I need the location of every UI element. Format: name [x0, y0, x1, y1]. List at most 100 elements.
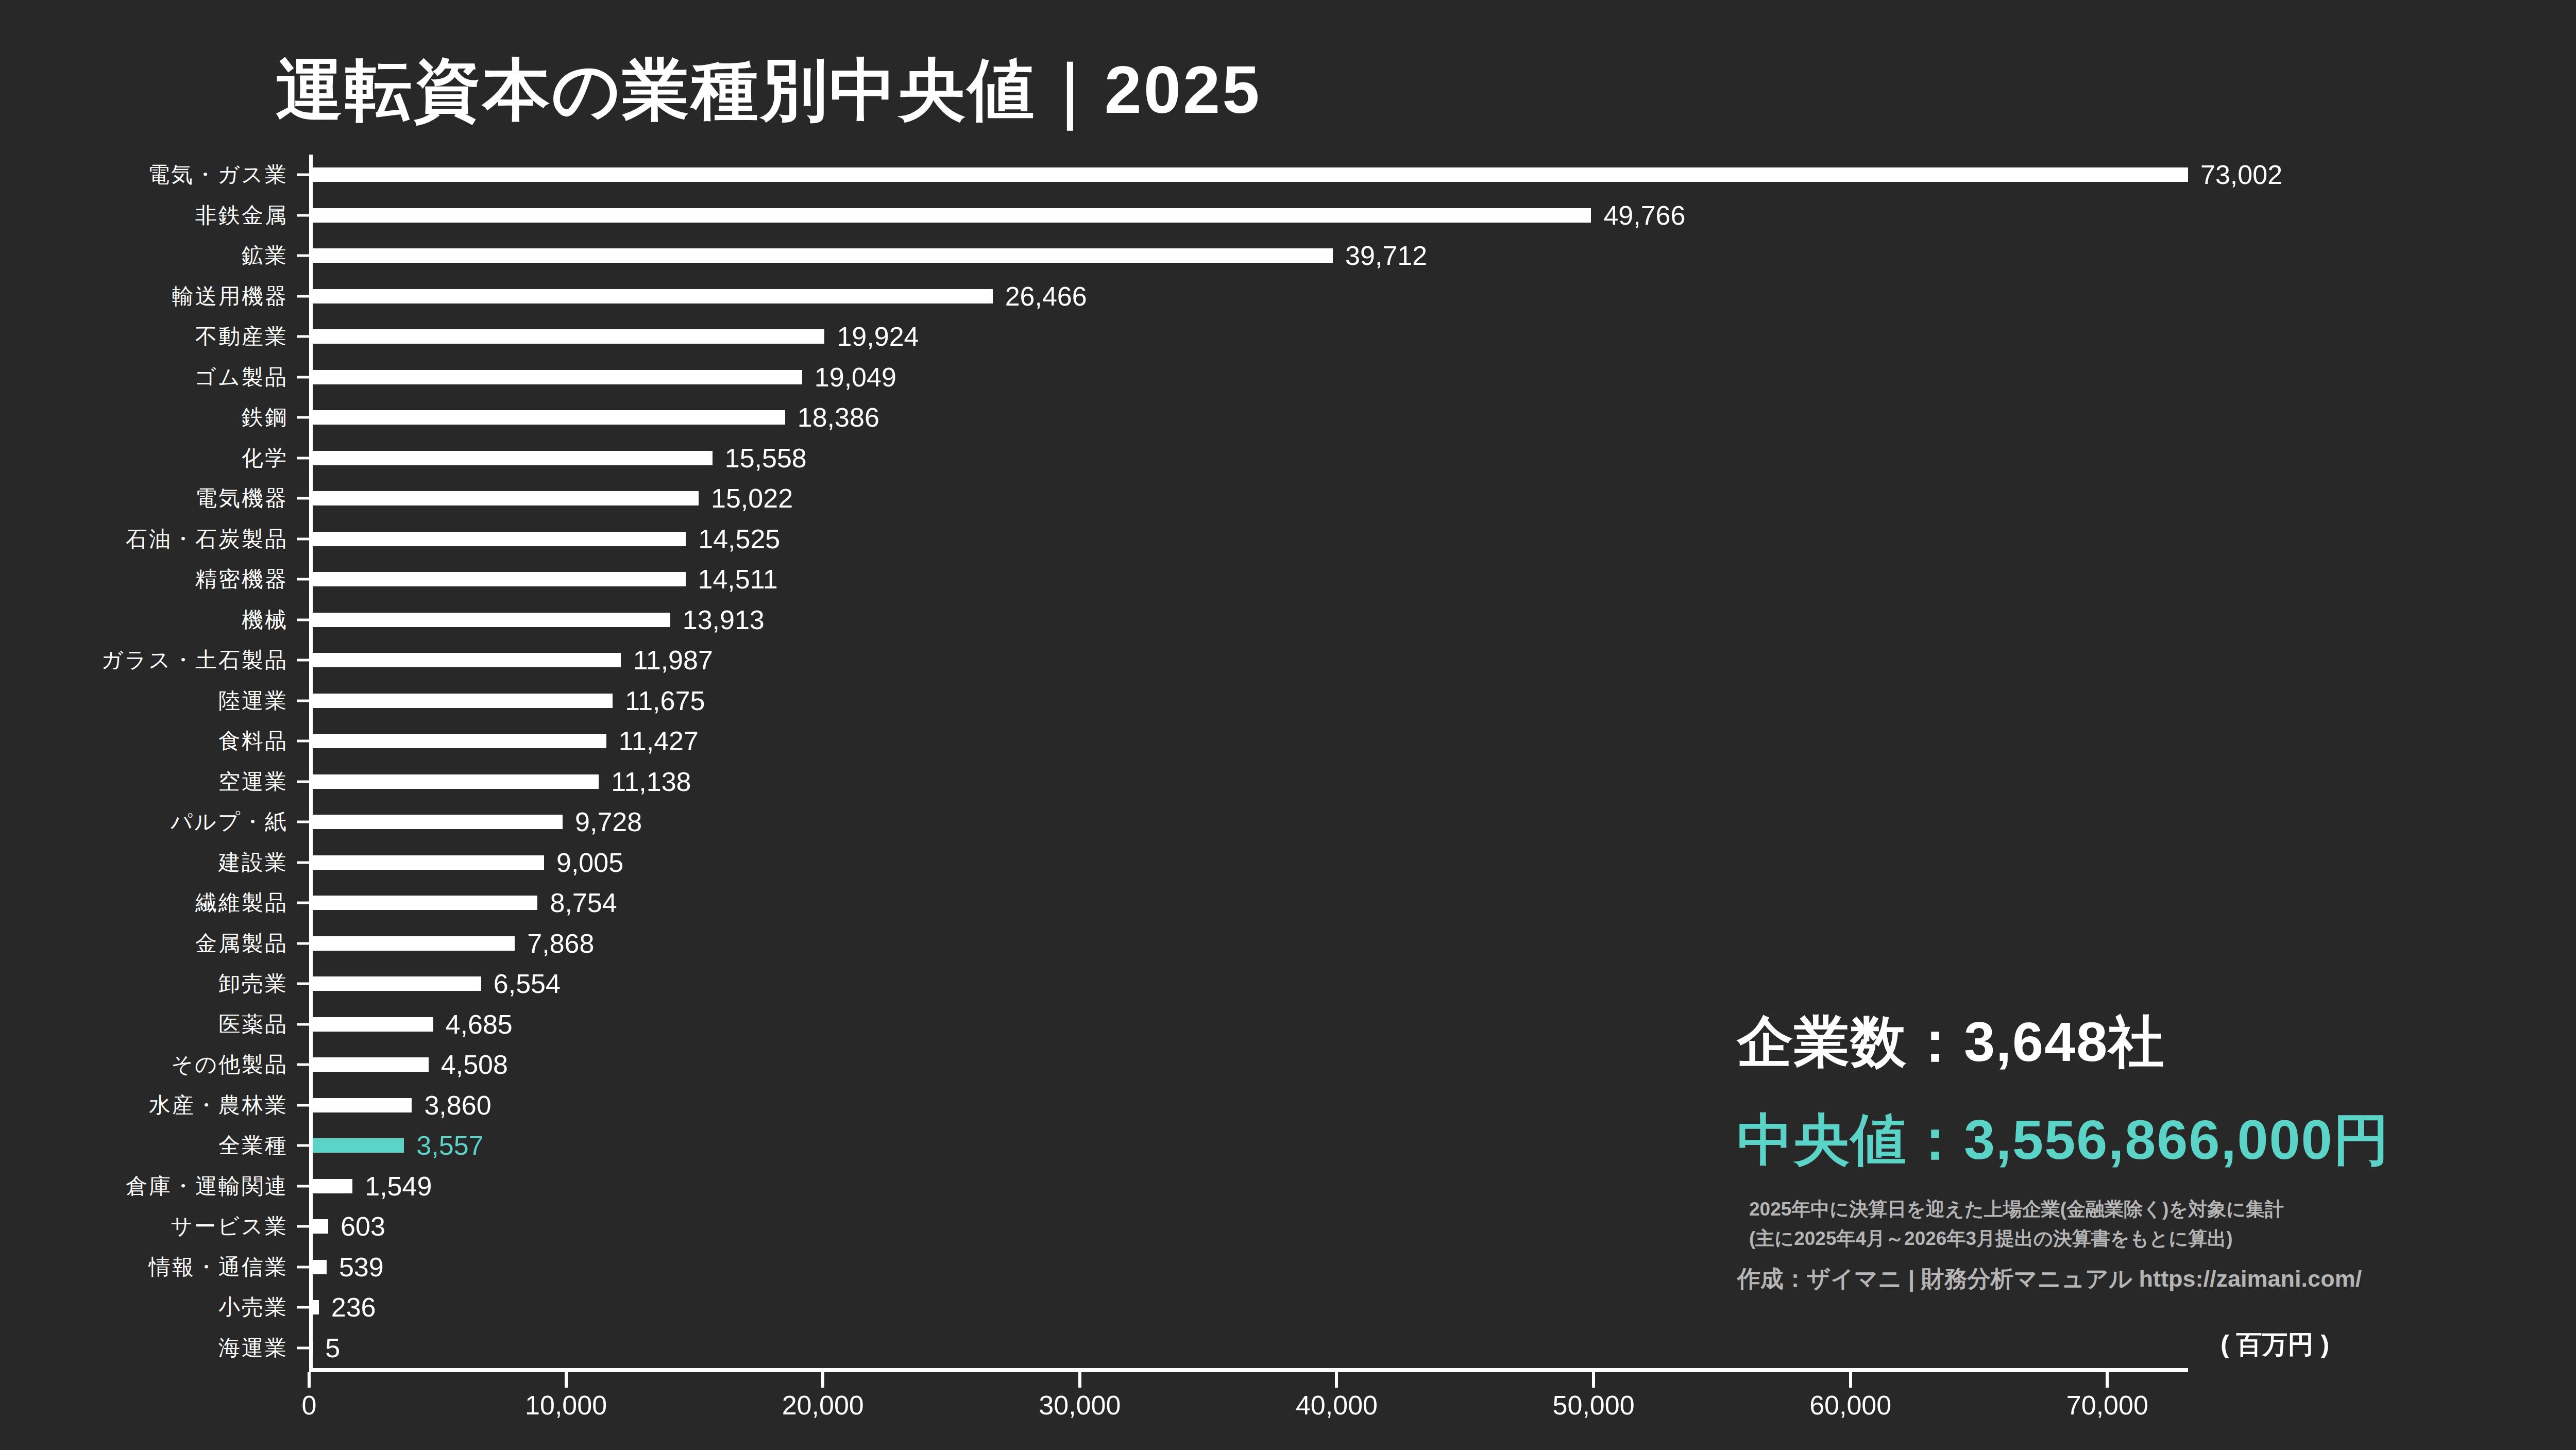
companies-count: 企業数：3,648社 — [1737, 1005, 2390, 1080]
bar-row: 陸運業11,675 — [313, 681, 2188, 721]
x-tick — [1592, 1372, 1595, 1388]
bar-row: 化学15,558 — [313, 438, 2188, 479]
value-label: 11,427 — [619, 726, 699, 756]
y-tick — [297, 578, 309, 581]
category-label: 輸送用機器 — [172, 282, 288, 311]
y-tick — [297, 821, 309, 823]
bar — [313, 1179, 352, 1193]
value-label: 3,557 — [416, 1130, 483, 1161]
x-axis: 010,00020,00030,00040,00050,00060,00070,… — [309, 1372, 2184, 1444]
x-tick — [1078, 1372, 1081, 1388]
category-label: 建設業 — [218, 848, 288, 877]
y-tick — [297, 740, 309, 743]
y-tick — [297, 1225, 309, 1228]
x-tick-label: 10,000 — [525, 1390, 607, 1421]
bar-row: 建設業9,005 — [313, 842, 2188, 883]
bar — [313, 774, 599, 789]
bar-row: 電気機器15,022 — [313, 478, 2188, 519]
x-tick — [821, 1372, 824, 1388]
bar — [313, 613, 670, 627]
y-tick — [297, 659, 309, 662]
y-tick — [297, 295, 309, 297]
credit-line: 作成：ザイマニ | 財務分析マニュアル https://zaimani.com/ — [1737, 1263, 2362, 1294]
bar — [313, 734, 606, 748]
bar-row: 輸送用機器26,466 — [313, 276, 2188, 317]
value-label: 18,386 — [798, 402, 879, 433]
x-tick — [1849, 1372, 1852, 1388]
x-tick-label: 30,000 — [1039, 1390, 1121, 1421]
category-label: 空運業 — [218, 767, 288, 796]
y-tick — [297, 416, 309, 419]
value-label: 9,005 — [556, 847, 623, 878]
x-tick-label: 60,000 — [1809, 1390, 1891, 1421]
chart-title: 運転資本の業種別中央値｜2025 — [276, 45, 1262, 136]
value-label: 15,558 — [725, 443, 807, 474]
value-label: 5 — [325, 1333, 340, 1363]
value-label: 19,049 — [815, 362, 896, 393]
category-label: 倉庫・運輸関連 — [126, 1172, 288, 1201]
y-tick — [297, 983, 309, 985]
value-label: 7,868 — [527, 928, 594, 959]
value-label: 6,554 — [494, 968, 561, 999]
bar — [313, 410, 785, 425]
value-label: 49,766 — [1603, 200, 1685, 231]
bar — [313, 1098, 412, 1112]
category-label: 化学 — [242, 444, 288, 473]
bar-row: ガラス・土石製品11,987 — [313, 640, 2188, 681]
axis-unit-label: ( 百万円 ) — [2221, 1327, 2329, 1362]
infographic-canvas: 運転資本の業種別中央値｜2025 電気・ガス業73,002非鉄金属49,766鉱… — [0, 0, 2576, 1450]
y-tick — [297, 376, 309, 378]
y-tick — [297, 255, 309, 257]
category-label: パルプ・紙 — [171, 807, 288, 836]
bar — [313, 532, 686, 546]
category-label: 鉄鋼 — [242, 403, 288, 432]
value-label: 39,712 — [1345, 240, 1427, 271]
y-tick — [297, 1346, 309, 1349]
category-label: 情報・通信業 — [149, 1253, 288, 1282]
bar — [313, 1138, 404, 1153]
y-tick — [297, 457, 309, 459]
bar-row: 精密機器14,511 — [313, 559, 2188, 600]
y-tick — [297, 537, 309, 540]
bar — [313, 329, 824, 344]
category-label: 非鉄金属 — [195, 201, 288, 230]
category-label: 繊維製品 — [195, 888, 288, 917]
category-label: 医薬品 — [218, 1010, 288, 1039]
y-tick — [297, 1185, 309, 1187]
value-label: 1,549 — [365, 1171, 432, 1202]
y-tick — [297, 780, 309, 783]
category-label: 卸売業 — [218, 969, 288, 998]
x-tick-label: 50,000 — [1553, 1390, 1635, 1421]
y-tick — [297, 902, 309, 904]
value-label: 14,525 — [698, 524, 780, 554]
value-label: 4,685 — [446, 1009, 513, 1040]
value-label: 26,466 — [1005, 281, 1087, 312]
bar — [313, 572, 686, 586]
x-tick — [308, 1372, 311, 1388]
y-tick — [297, 1144, 309, 1147]
value-label: 4,508 — [441, 1049, 508, 1080]
value-label: 11,987 — [633, 645, 713, 676]
value-label: 11,138 — [611, 766, 691, 797]
category-label: 石油・石炭製品 — [126, 525, 288, 553]
bar — [313, 653, 621, 667]
bar — [313, 694, 613, 708]
bar-row: 鉱業39,712 — [313, 235, 2188, 276]
median-value: 中央値：3,556,866,000円 — [1737, 1103, 2390, 1178]
summary-stats: 企業数：3,648社 中央値：3,556,866,000円 — [1737, 1005, 2390, 1178]
y-tick — [297, 1023, 309, 1025]
x-tick-label: 70,000 — [2066, 1390, 2148, 1421]
bar-chart-plot: 電気・ガス業73,002非鉄金属49,766鉱業39,712輸送用機器26,46… — [309, 155, 2188, 1372]
category-label: 電気・ガス業 — [148, 160, 288, 189]
footnote: 2025年中に決算日を迎えた上場企業(金融業除く)を対象に集計 (主に2025年… — [1749, 1194, 2284, 1254]
bar-row: 機械13,913 — [313, 600, 2188, 640]
value-label: 14,511 — [698, 564, 778, 595]
value-label: 539 — [339, 1252, 384, 1283]
value-label: 236 — [331, 1292, 376, 1323]
bar-row: 海運業5 — [313, 1328, 2188, 1369]
bar — [313, 208, 1591, 223]
category-label: サービス業 — [171, 1212, 288, 1241]
footnote-line-1: 2025年中に決算日を迎えた上場企業(金融業除く)を対象に集計 — [1749, 1194, 2284, 1224]
value-label: 3,860 — [424, 1090, 491, 1121]
x-tick — [1335, 1372, 1338, 1388]
